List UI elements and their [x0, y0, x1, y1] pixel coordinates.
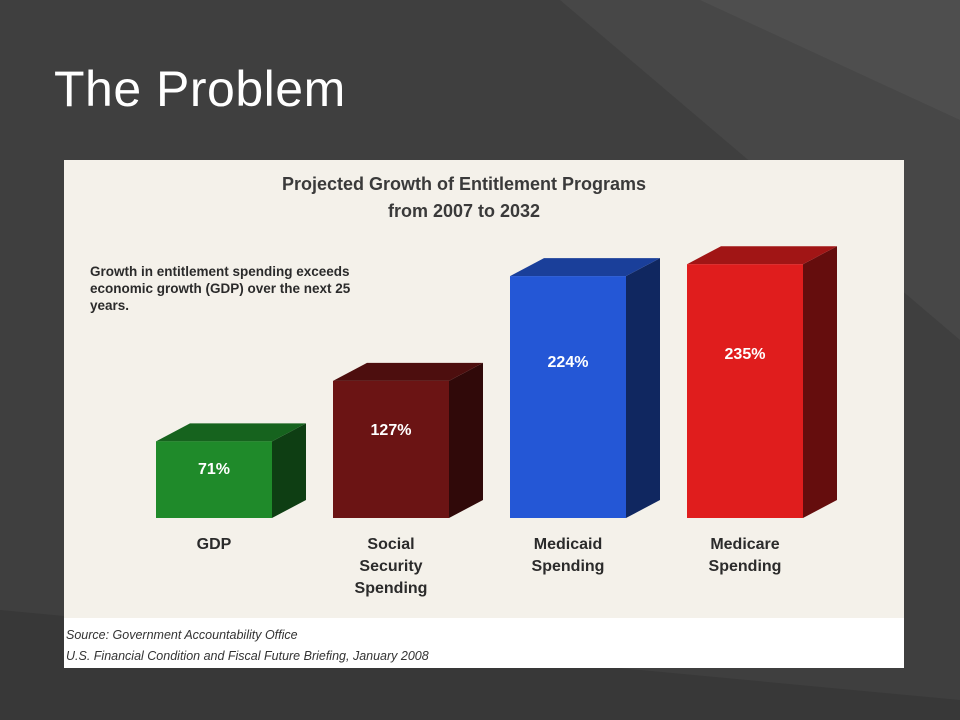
bar-side	[803, 246, 837, 518]
source-line: U.S. Financial Condition and Fiscal Futu…	[66, 649, 429, 663]
bar-side	[449, 363, 483, 518]
bar	[687, 264, 803, 518]
bar	[333, 381, 449, 518]
data-label: 235%	[725, 346, 766, 363]
slide-title: The Problem	[54, 60, 346, 118]
category-label: Medicare	[710, 536, 779, 553]
data-label: 224%	[548, 354, 589, 371]
chart-panel: Projected Growth of Entitlement Programs…	[64, 160, 904, 668]
bar	[510, 276, 626, 518]
category-label: Social	[367, 536, 414, 553]
category-label: Security	[359, 558, 422, 575]
bar-chart: 71% GDP 127% Social Security Spending 224% Medi…	[64, 160, 904, 618]
source-line: Source: Government Accountability Office	[66, 628, 298, 642]
category-label: Spending	[709, 558, 782, 575]
bar	[156, 441, 272, 518]
data-label: 71%	[198, 461, 230, 478]
category-label: Spending	[355, 580, 428, 597]
category-label: GDP	[197, 536, 232, 553]
category-label: Medicaid	[534, 536, 602, 553]
data-label: 127%	[371, 422, 412, 439]
category-label: Spending	[532, 558, 605, 575]
bar-side	[626, 258, 660, 518]
